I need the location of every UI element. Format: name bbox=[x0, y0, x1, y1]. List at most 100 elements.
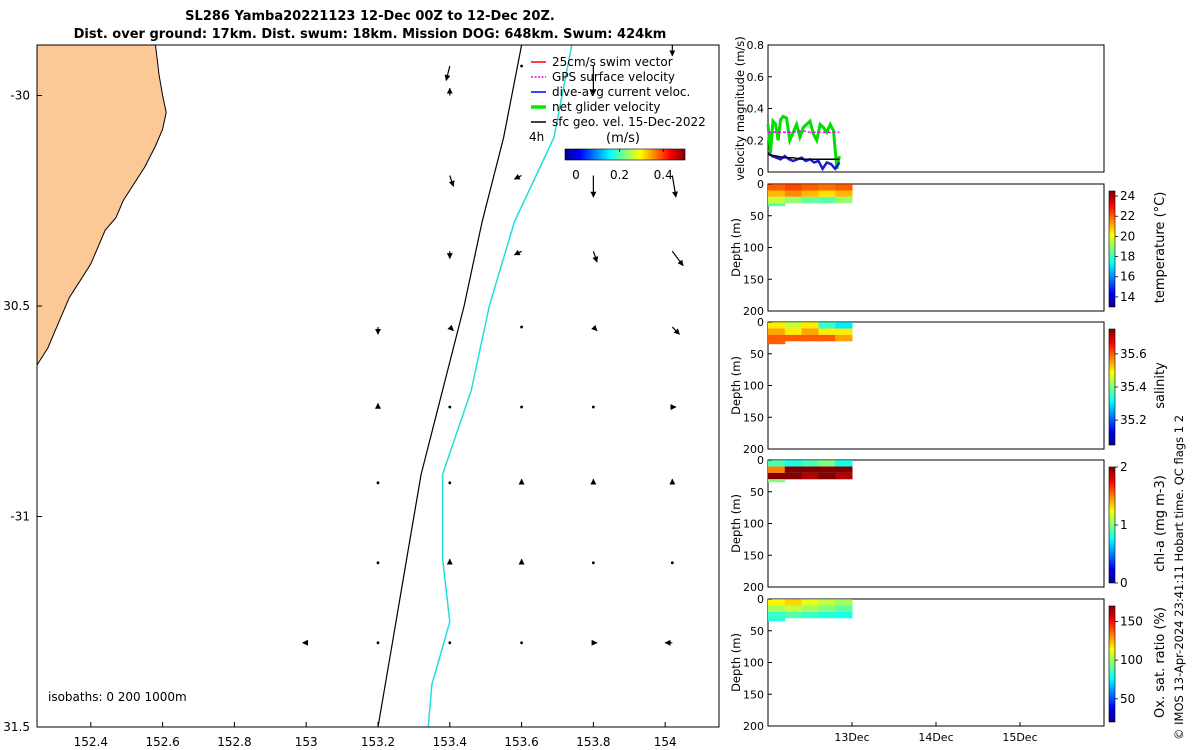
map-x-tick-label: 153.6 bbox=[504, 735, 538, 749]
depth-tick-label: 150 bbox=[743, 688, 764, 701]
colorbar-tick-label: 18 bbox=[1120, 250, 1135, 264]
profile-cell bbox=[768, 466, 786, 473]
velocity-vector-dot bbox=[591, 561, 595, 565]
profile-cell bbox=[818, 190, 836, 197]
depth-axis-label: Depth (m) bbox=[729, 356, 743, 415]
colorbar-label: salinity bbox=[1153, 362, 1168, 409]
colorbar-tick-label: 35.2 bbox=[1120, 413, 1147, 427]
profile-cell bbox=[801, 611, 819, 619]
profile-cell bbox=[835, 322, 853, 329]
time-tick-label: 13Dec bbox=[834, 731, 869, 744]
profile-cell bbox=[835, 184, 853, 191]
profile-colorbar bbox=[1108, 605, 1116, 723]
profile-frame bbox=[767, 459, 1105, 588]
profile-cell bbox=[784, 605, 803, 612]
velocity-vector bbox=[513, 249, 522, 256]
profile-cell bbox=[801, 190, 819, 197]
velocity-vector bbox=[671, 175, 678, 198]
depth-tick-label: 150 bbox=[743, 411, 764, 424]
depth-tick-label: 150 bbox=[743, 273, 764, 286]
profile-cell bbox=[768, 460, 786, 467]
depth-axis-label: Depth (m) bbox=[729, 494, 743, 553]
depth-tick-label: 200 bbox=[743, 720, 764, 733]
map-y-tick-label: 31.5 bbox=[3, 720, 30, 734]
colorbar-tick-label: 24 bbox=[1120, 189, 1135, 203]
copyright-note: © IMOS 13-Apr-2024 23:41:11 Hobart time.… bbox=[1172, 415, 1186, 740]
speed-colorbar-ticks: 0 0.2 0.4 bbox=[572, 149, 673, 182]
depth-tick-label: 0 bbox=[757, 178, 764, 191]
profile-colorbar bbox=[1108, 190, 1116, 308]
depth-tick-label: 0 bbox=[757, 593, 764, 606]
colorbar-label: Ox. sat. ratio (%) bbox=[1153, 607, 1168, 718]
profile-cell bbox=[818, 184, 836, 191]
profile-cell bbox=[768, 611, 786, 619]
colorbar-tick-label: 0 bbox=[1120, 576, 1128, 590]
profile-cell bbox=[768, 605, 786, 612]
map-x-tick-label: 153.4 bbox=[433, 735, 467, 749]
colorbar-tick-label: 0 bbox=[572, 168, 580, 182]
velocity-vector-dot bbox=[448, 641, 452, 645]
profile-cell bbox=[835, 466, 853, 473]
isobath-1000m bbox=[427, 45, 573, 727]
map-x-tick-label: 153.8 bbox=[576, 735, 610, 749]
profile-cell bbox=[768, 203, 786, 207]
profile-cell bbox=[818, 334, 836, 342]
map-x-tick-label: 153.2 bbox=[361, 735, 395, 749]
velocity-tick-label: 0.8 bbox=[747, 39, 765, 52]
profile-cell bbox=[768, 190, 786, 197]
depth-tick-label: 200 bbox=[743, 581, 764, 594]
profile-cell bbox=[801, 460, 819, 467]
profile-cell bbox=[818, 605, 836, 612]
velocity-vector-dot bbox=[376, 641, 380, 645]
velocity-vector-dot bbox=[448, 405, 452, 409]
isobath-note: isobaths: 0 200 1000m bbox=[48, 690, 187, 704]
legend-label: dive-avg current veloc. bbox=[552, 85, 690, 99]
depth-tick-label: 100 bbox=[743, 242, 764, 255]
profile-cell bbox=[784, 322, 803, 329]
profile-cell bbox=[784, 599, 803, 606]
colorbar-label: chl-a (mg m-3) bbox=[1153, 475, 1168, 572]
profile-cell bbox=[835, 599, 853, 606]
profile-cell bbox=[818, 466, 836, 473]
profile-cell bbox=[768, 618, 786, 622]
depth-tick-label: 200 bbox=[743, 305, 764, 318]
velocity-vector-dot bbox=[520, 64, 523, 68]
profile-cell bbox=[784, 196, 803, 204]
chart-title-line2: Dist. over ground: 17km. Dist. swum: 18k… bbox=[73, 27, 667, 42]
profile-cell bbox=[835, 605, 853, 612]
chart-title-line1: SL286 Yamba20221123 12-Dec 00Z to 12-Dec… bbox=[185, 9, 555, 24]
velocity-vector bbox=[447, 324, 454, 332]
profile-cell bbox=[784, 334, 803, 342]
velocity-vector-dot bbox=[376, 561, 380, 565]
profile-cell bbox=[801, 605, 819, 612]
legend-label: sfc geo. vel. 15-Dec-2022 bbox=[552, 115, 706, 129]
colorbar-tick-label: 22 bbox=[1120, 209, 1135, 223]
map-y-tick-label: 30.5 bbox=[3, 299, 30, 313]
map-y-tick-label: -30 bbox=[10, 89, 30, 103]
velocity-series-line bbox=[768, 129, 840, 134]
profile-cell bbox=[784, 466, 803, 473]
colorbar-tick-label: 50 bbox=[1120, 692, 1135, 706]
profile-cell bbox=[818, 328, 836, 335]
profile-cell bbox=[784, 472, 803, 480]
profile-cell bbox=[801, 472, 819, 480]
colorbar-tick-label: 100 bbox=[1120, 653, 1143, 667]
profile-cell bbox=[768, 334, 786, 342]
speed-colorbar bbox=[564, 148, 686, 161]
velocity-vector-dot bbox=[520, 405, 523, 409]
velocity-series-line bbox=[766, 114, 841, 170]
colorbar-tick-label: 35.4 bbox=[1120, 380, 1147, 394]
map-y-tick-label: -31 bbox=[10, 510, 30, 524]
profile-cell bbox=[818, 472, 836, 480]
velocity-vector bbox=[671, 250, 684, 267]
map-panel: 152.4 152.6 152.8 153 153.2 153.4 153.6 153.8 15… bbox=[3, 44, 720, 749]
profile-cell bbox=[801, 599, 819, 606]
profile-frame bbox=[767, 183, 1105, 312]
colorbar-tick-label: 35.6 bbox=[1120, 347, 1147, 361]
profile-cell bbox=[818, 322, 836, 329]
profile-cell bbox=[784, 611, 803, 619]
profile-panel-salinity: 0 50 100 150 200 Depth (m) 35.6 35.4 35.2 salinit… bbox=[729, 316, 1168, 456]
depth-axis-label: Depth (m) bbox=[729, 633, 743, 692]
